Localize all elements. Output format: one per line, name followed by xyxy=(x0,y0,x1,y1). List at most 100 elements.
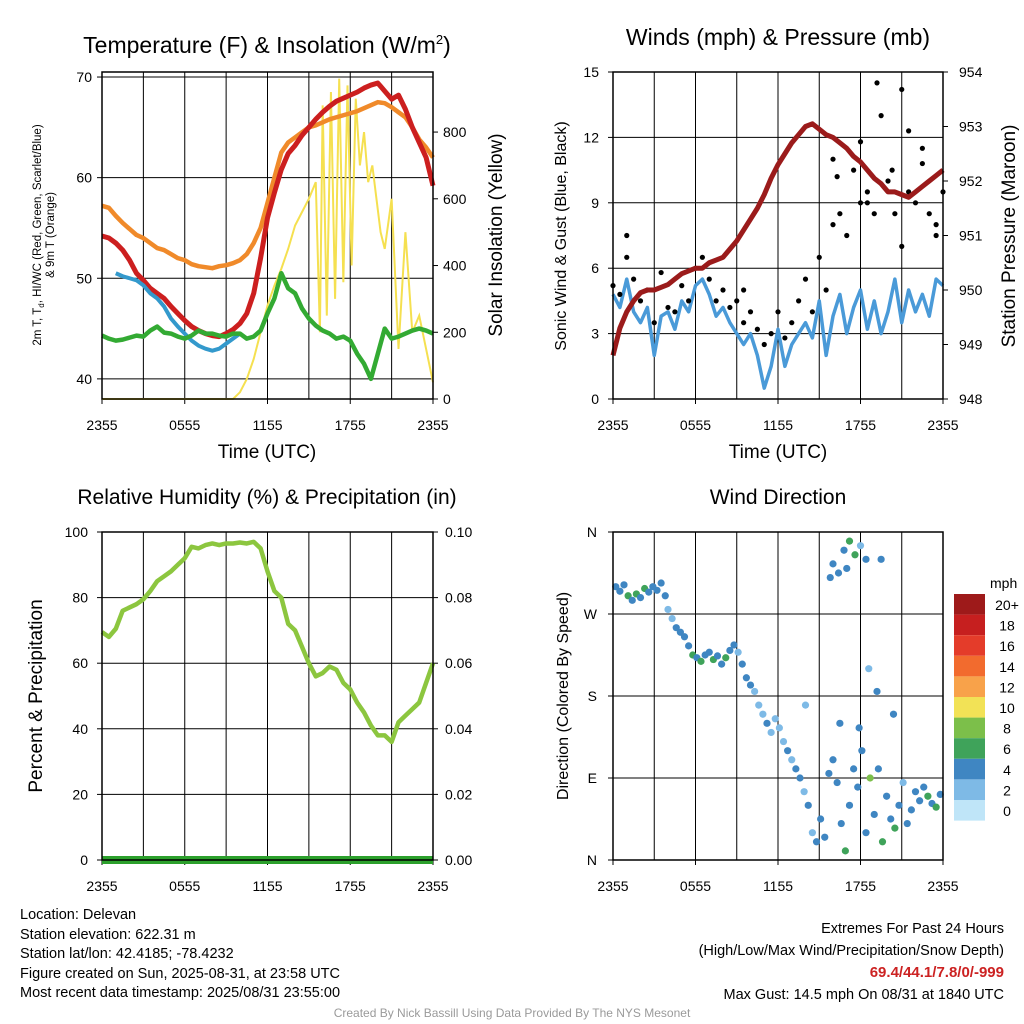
direction-point xyxy=(920,783,928,791)
gust-point xyxy=(885,178,891,184)
direction-point xyxy=(878,838,887,846)
speed-legend-swatch xyxy=(954,697,985,718)
speed-legend-label: 2 xyxy=(1003,782,1011,798)
direction-point xyxy=(755,701,763,709)
humidity-ytick-label: 20 xyxy=(72,786,88,802)
temperature-xtick-label: 1755 xyxy=(335,417,366,433)
speed-legend-label: 4 xyxy=(1003,762,1011,778)
gust-point xyxy=(899,86,905,93)
direction-point xyxy=(801,701,810,709)
gust-point xyxy=(912,200,919,206)
direction-point xyxy=(616,587,624,595)
direction-point xyxy=(705,648,713,656)
direction-ylabel-left: Direction (Colored By Speed) xyxy=(555,592,572,800)
direction-point xyxy=(612,583,620,591)
station-location: Location: Delevan xyxy=(20,907,137,923)
winds-ytick-label: 15 xyxy=(583,64,599,80)
direction-point xyxy=(856,542,865,550)
speed-legend-swatch xyxy=(954,800,985,821)
gust-point xyxy=(624,254,630,260)
gust-point xyxy=(864,189,870,195)
speed-legend-label: 6 xyxy=(1003,741,1011,757)
humidity-xtick-label: 1155 xyxy=(252,878,282,894)
direction-point xyxy=(779,737,788,746)
humidity-panel: Relative Humidity (%) & Precipitation (i… xyxy=(26,486,472,894)
direction-point xyxy=(817,815,825,823)
pressure-line xyxy=(610,121,945,357)
gust-point xyxy=(816,254,822,260)
direction-point xyxy=(895,801,903,809)
gust-point xyxy=(926,211,932,217)
direction-point xyxy=(680,633,689,641)
temperature-ylabel-left: 2m T, Td, HI/WC (Red, Green, Scarlet/Blu… xyxy=(32,124,46,345)
winds-ytick-label: 6 xyxy=(591,260,599,276)
direction-point xyxy=(804,801,812,809)
direction-point xyxy=(843,564,851,573)
credit-line: Created By Nick Bassill Using Data Provi… xyxy=(333,1006,691,1020)
gust-point xyxy=(747,309,754,315)
insolation-line xyxy=(102,78,434,400)
direction-ytick-label: N xyxy=(587,524,597,540)
direction-ytick-label: W xyxy=(584,606,598,622)
direction-point xyxy=(826,573,834,582)
humidity-ytick-label: 80 xyxy=(72,590,88,606)
direction-point xyxy=(775,724,783,732)
gust-point xyxy=(637,298,644,304)
direction-point xyxy=(624,592,632,600)
direction-point xyxy=(874,765,882,773)
direction-point xyxy=(883,792,891,800)
gust-point xyxy=(775,309,781,315)
direction-ytick-label: N xyxy=(587,852,597,868)
direction-point xyxy=(850,765,858,773)
gust-point xyxy=(796,298,802,304)
direction-point xyxy=(936,790,944,799)
direction-point xyxy=(865,665,873,673)
direction-point xyxy=(924,792,932,800)
direction-point xyxy=(851,551,859,559)
winds-ylabel-right: Station Pressure (Maroon) xyxy=(999,125,1020,348)
temperature-xtick-label: 2355 xyxy=(86,417,117,433)
winds-ytick-label: 3 xyxy=(591,326,599,342)
insolation-ytick-label: 400 xyxy=(443,258,467,274)
gust-point xyxy=(761,341,767,348)
direction-point xyxy=(866,774,874,782)
insolation-ytick-label: 0 xyxy=(443,391,451,407)
extremes-info: Extremes For Past 24 Hours (High/Low/Max… xyxy=(699,918,1004,1006)
direction-point xyxy=(907,806,915,814)
direction-point xyxy=(870,810,878,819)
direction-ytick-label: S xyxy=(588,688,597,704)
direction-point xyxy=(734,648,742,656)
speed-legend: mph 20+ 18 16 14 12 10 8 6 4 2 0 xyxy=(954,575,1019,821)
temperature-ytick-label: 40 xyxy=(76,371,92,387)
direction-point xyxy=(829,560,837,568)
precip-ytick-label: 0.02 xyxy=(445,786,472,802)
direction-point xyxy=(792,765,800,773)
direction-point xyxy=(685,642,693,650)
humidity-title: Relative Humidity (%) & Precipitation (i… xyxy=(77,486,456,509)
direction-point xyxy=(718,660,726,668)
gust-point xyxy=(874,80,880,86)
pressure-ytick-label: 953 xyxy=(959,119,983,135)
direction-xtick-label: 1155 xyxy=(763,878,793,894)
temperature-plot-frame xyxy=(101,71,434,400)
gust-point xyxy=(754,326,760,332)
station-info: Location: Delevan Station elevation: 622… xyxy=(20,906,340,1004)
direction-point xyxy=(742,674,750,682)
speed-legend-swatch xyxy=(954,594,985,615)
temperature-xtick-label: 1155 xyxy=(252,417,282,433)
direction-point xyxy=(636,594,645,602)
direction-panel: Wind Direction 2355 0555 1155 1755 2355NESWN… xyxy=(555,486,1019,894)
direction-point xyxy=(889,710,898,718)
humidity-ylabel-left: Percent & Precipitation xyxy=(26,599,47,792)
gust-point xyxy=(741,320,747,326)
direction-point xyxy=(862,829,870,837)
direction-point xyxy=(746,681,755,689)
direction-ytick-label: E xyxy=(588,770,597,786)
direction-point xyxy=(845,801,854,809)
pressure-ytick-label: 951 xyxy=(959,228,983,244)
gust-point xyxy=(679,283,685,289)
direction-point xyxy=(645,588,653,596)
gust-point xyxy=(631,276,637,282)
precip-ytick-label: 0.04 xyxy=(445,721,472,737)
max-gust: Max Gust: 14.5 mph On 08/31 at 1840 UTC xyxy=(723,987,1004,1003)
